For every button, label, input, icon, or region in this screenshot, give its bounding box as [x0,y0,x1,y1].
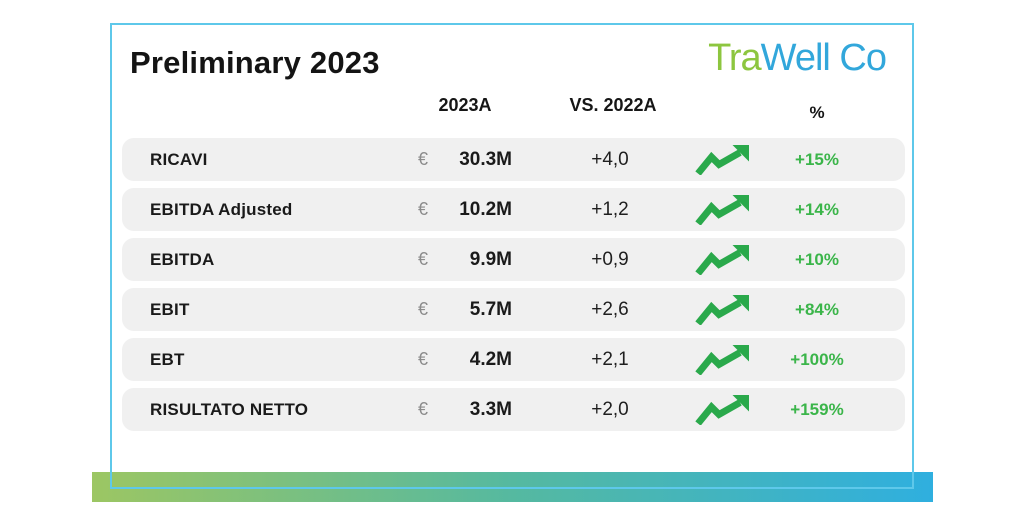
metric-label: EBITDA Adjusted [150,199,293,219]
euro-symbol: € [418,149,429,169]
table-row: EBT € 4.2M +2,1 +100% [122,338,905,381]
trending-up-icon [695,288,749,331]
column-header-percent: % [809,103,825,122]
column-header-vs-2022a: VS. 2022A [569,95,657,115]
euro-symbol: € [418,249,429,269]
table-row: EBITDA € 9.9M +0,9 +10% [122,238,905,281]
trending-up-icon [695,138,749,181]
value-2023a: 4.2M [469,348,512,370]
table-row: EBITDA Adjusted € 10.2M +1,2 +14% [122,188,905,231]
trending-up-icon [695,388,749,431]
metric-label: EBT [150,349,185,369]
summary-card: Preliminary 2023 TraWell Co 2023A VS. 20… [110,23,914,489]
table-row: RISULTATO NETTO € 3.3M +2,0 +159% [122,388,905,431]
metric-label: EBITDA [150,249,215,269]
logo-text-blue: Well Co [760,37,887,79]
percent-change: +15% [795,149,839,169]
value-vs-2022a: +2,6 [591,298,629,320]
value-vs-2022a: +2,0 [591,398,629,420]
euro-symbol: € [418,399,429,419]
metric-label: EBIT [150,299,190,319]
value-vs-2022a: +1,2 [591,198,629,220]
percent-change: +159% [790,399,844,419]
column-header-2023a: 2023A [438,95,492,115]
value-2023a: 3.3M [469,398,512,420]
value-vs-2022a: +0,9 [591,248,629,270]
metric-label: RISULTATO NETTO [150,399,309,419]
table-row: EBIT € 5.7M +2,6 +84% [122,288,905,331]
euro-symbol: € [418,349,429,369]
percent-change: +14% [795,199,839,219]
trending-up-icon [695,238,749,281]
table-row: RICAVI € 30.3M +4,0 +15% [122,138,905,181]
percent-change: +84% [795,299,839,319]
euro-symbol: € [418,299,429,319]
value-vs-2022a: +2,1 [591,348,629,370]
metric-label: RICAVI [150,149,208,169]
percent-change: +100% [790,349,844,369]
trawell-logo: TraWell Co [708,37,887,80]
percent-change: +10% [795,249,839,269]
value-2023a: 5.7M [469,298,512,320]
logo-text-green: Tra [708,37,762,79]
trending-up-icon [695,338,749,381]
value-2023a: 10.2M [459,198,512,220]
value-2023a: 9.9M [469,248,512,270]
value-2023a: 30.3M [459,148,512,170]
euro-symbol: € [418,199,429,219]
trending-up-icon [695,188,749,231]
page-title: Preliminary 2023 [130,45,380,80]
value-vs-2022a: +4,0 [591,148,629,170]
